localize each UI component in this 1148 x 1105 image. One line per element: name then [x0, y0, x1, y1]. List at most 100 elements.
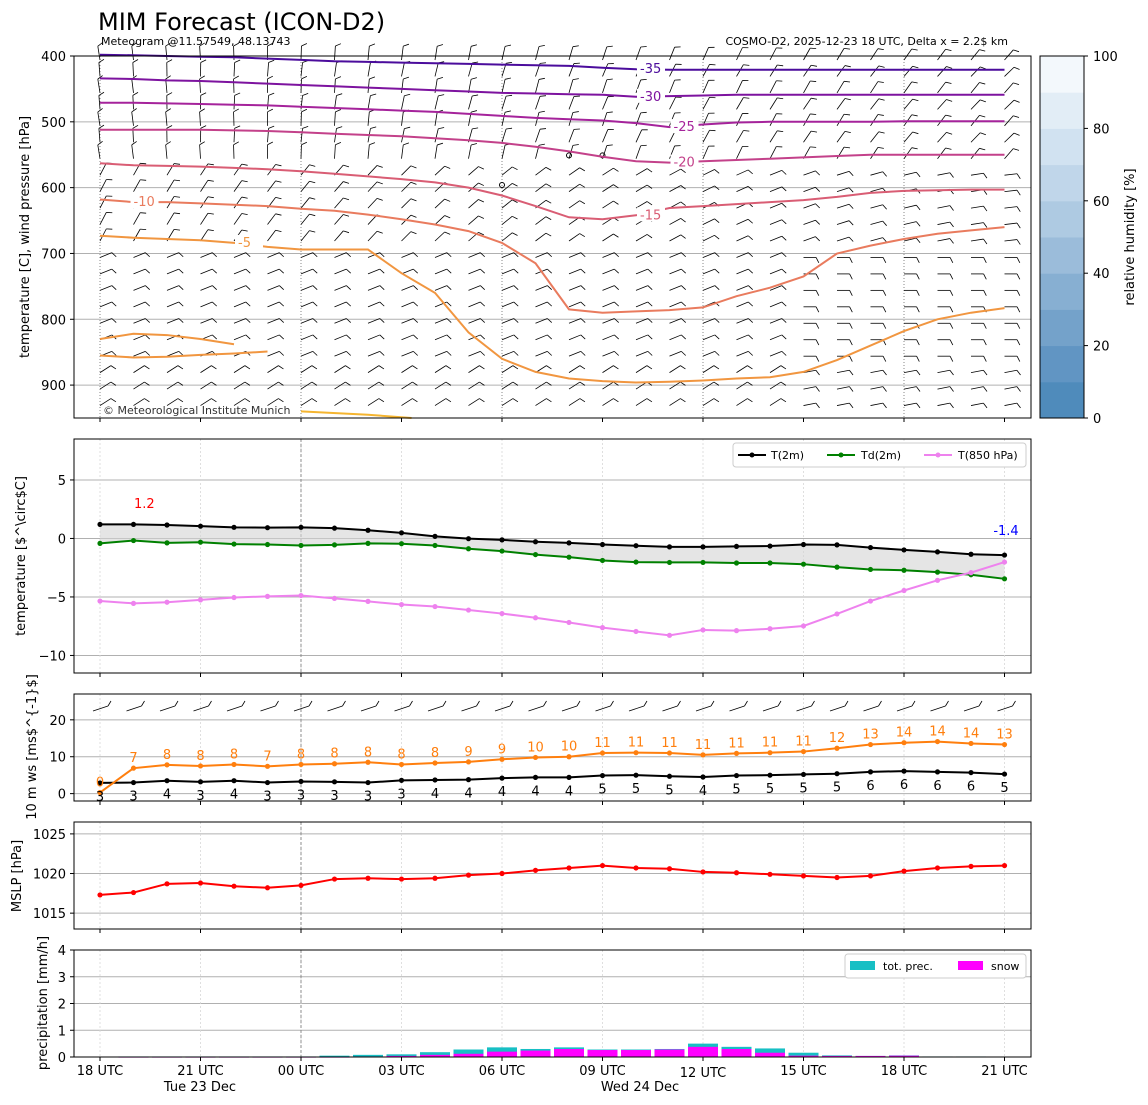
data-point: [264, 763, 271, 769]
wind-barb: [200, 365, 217, 373]
wind-barb: [602, 96, 614, 110]
wind-frame: [73, 693, 1032, 802]
wind-barb: [769, 381, 787, 390]
data-point: [767, 626, 773, 632]
wind-barb: [133, 398, 150, 406]
data-point: [231, 883, 237, 889]
series-snow: [118, 1046, 986, 1058]
ytick-label: 0: [58, 1051, 66, 1066]
data-point: [264, 525, 271, 531]
isotherm-label: -25: [674, 120, 695, 135]
wind-barb: [300, 252, 318, 258]
surface-wind-barb: [528, 700, 547, 712]
wind-barb: [568, 78, 579, 94]
wind-barb: [468, 285, 485, 291]
isotherm-label-bg: [130, 194, 159, 209]
wind-barb: [635, 268, 653, 275]
surface-wind-barb: [494, 700, 514, 712]
wind-barb: [937, 81, 952, 94]
wind-barb: [803, 386, 820, 392]
wind-barb: [367, 76, 376, 93]
wind-barb: [769, 318, 787, 324]
data-point: [800, 873, 807, 879]
wind-barb: [434, 94, 445, 110]
wind-barb: [468, 351, 485, 357]
calm-wind-marker: [566, 152, 572, 159]
data-point: [499, 548, 505, 554]
wind-barb: [669, 252, 686, 258]
wind-barb: [367, 365, 385, 373]
wind-barb: [99, 318, 117, 324]
wind-barb: [200, 301, 217, 308]
wind-barb: [166, 318, 184, 324]
data-point: [398, 601, 405, 608]
wind-barb: [166, 125, 173, 143]
wind-barb: [769, 80, 783, 94]
series-line: [99, 770, 1005, 784]
data-point: [164, 762, 170, 768]
wind-barb: [165, 75, 171, 93]
wind-barb: [1004, 49, 1020, 61]
wind-barb: [233, 334, 251, 341]
wind-barb: [870, 386, 887, 392]
wind-barb: [870, 220, 887, 226]
wind-barb: [468, 143, 478, 159]
wind-gust-label: 11: [661, 736, 678, 751]
wind-barb: [200, 212, 214, 225]
wind-barb: [501, 183, 518, 192]
wind-barb: [300, 230, 316, 242]
wind-barb: [903, 369, 921, 376]
data-point: [700, 869, 706, 875]
wind-barb: [602, 128, 614, 143]
wind-barb: [501, 110, 511, 126]
legend-t850: T(850 hPa): [957, 449, 1018, 462]
data-point: [666, 866, 673, 872]
wind-barb: [937, 369, 954, 376]
wind-barb: [736, 47, 749, 61]
precipitation-frame: [73, 949, 1032, 1058]
ytick-label: −5: [47, 591, 66, 606]
mslp-panel: 1025 1020 1015 MSLP [hPa]: [10, 821, 1032, 933]
wind-barb: [904, 355, 920, 362]
wind-barb: [602, 365, 619, 373]
wind-barb: [97, 42, 103, 61]
wind-barb: [1004, 173, 1021, 179]
wind-barb: [568, 252, 586, 258]
surface-wind-barb: [695, 700, 715, 712]
wind-barb: [99, 195, 113, 209]
wind-barb: [602, 111, 613, 126]
surface-temperature-ylabel: temperature [$^\circ$C]: [14, 476, 29, 636]
wind-barb: [970, 82, 986, 94]
data-point: [800, 748, 807, 755]
data-point: [901, 567, 907, 573]
surface-wind-barb: [561, 700, 581, 712]
wind-barb: [669, 351, 686, 357]
wind-mean-label: 4: [431, 787, 439, 802]
data-point: [934, 569, 941, 575]
wind-barb: [736, 186, 753, 193]
data-point: [465, 872, 472, 878]
legend-td2m: Td(2m): [860, 449, 901, 462]
ytick-label: 1025: [33, 828, 66, 843]
wind-barb: [501, 199, 518, 209]
wind-barb: [702, 145, 715, 159]
wind-barb: [702, 185, 720, 192]
data-point: [365, 759, 371, 765]
wind-barb: [501, 381, 519, 390]
wind-barb: [99, 268, 117, 275]
wind-barb: [200, 163, 214, 176]
wind-barb: [669, 46, 681, 61]
wind-barb: [434, 365, 452, 373]
wind-barb: [434, 165, 451, 176]
wind-barb: [501, 94, 513, 110]
data-point: [130, 889, 137, 896]
wind-barb: [166, 268, 184, 275]
data-point: [934, 549, 941, 555]
wind-barb: [501, 44, 511, 61]
wind-barb: [803, 339, 820, 346]
wind-barb: [267, 365, 284, 373]
wind-barb: [669, 168, 686, 176]
xtick-label: 18 UTC: [77, 1064, 123, 1079]
surface-wind-barb: [963, 700, 983, 712]
wind-barb: [401, 301, 418, 308]
